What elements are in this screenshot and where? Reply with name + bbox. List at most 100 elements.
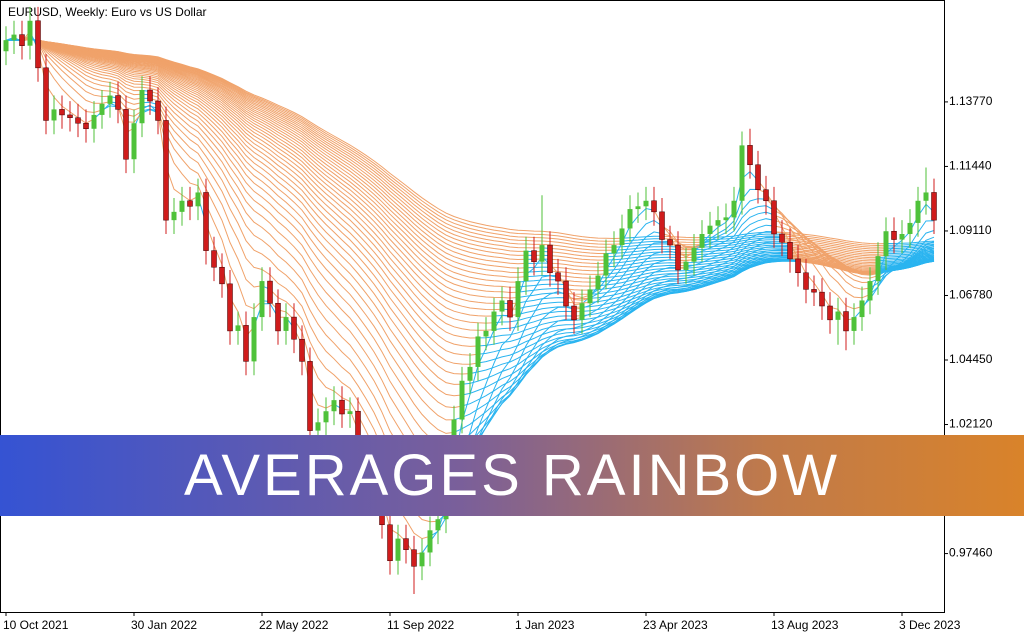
candle-body — [347, 411, 353, 414]
ma-line — [693, 241, 783, 251]
ma-line — [549, 247, 606, 254]
banner: AVERAGES RAINBOW — [0, 435, 1024, 516]
y-tick-label: 1.11440 — [949, 159, 992, 173]
ma-line — [877, 254, 935, 262]
candle-body — [299, 338, 305, 362]
x-tick-label: 30 Jan 2022 — [131, 618, 197, 632]
ma-line — [37, 40, 463, 385]
candle-body — [587, 289, 593, 304]
candle-body — [603, 253, 609, 276]
candle-body — [179, 200, 185, 212]
ma-line — [37, 40, 463, 409]
ma-line — [37, 40, 143, 92]
ma-line — [621, 238, 662, 242]
ma-line — [149, 90, 455, 449]
candle-body — [795, 258, 801, 274]
candle-body — [211, 250, 217, 268]
candle-body — [923, 192, 929, 201]
ma-line — [701, 235, 783, 243]
candle-body — [147, 89, 153, 102]
candle-body — [75, 117, 81, 124]
candle-body — [219, 266, 225, 285]
ma-line — [613, 246, 679, 251]
candle-body — [531, 250, 537, 262]
ma-line — [789, 254, 879, 267]
ma-line — [701, 237, 783, 246]
ma-line — [621, 235, 662, 239]
ma-line — [661, 238, 703, 241]
candle-body — [547, 244, 553, 274]
ma-line — [117, 98, 143, 111]
ma-line — [605, 253, 679, 261]
x-tick-label: 13 Aug 2023 — [771, 618, 839, 632]
chart-title: EURUSD, Weekly: Euro vs US Dollar — [8, 5, 207, 19]
ma-line — [773, 231, 887, 245]
candle-body — [739, 145, 745, 201]
ma-line — [37, 40, 455, 434]
y-tick-label: 1.04450 — [949, 352, 993, 366]
candle-body — [435, 519, 441, 531]
ma-line — [549, 270, 607, 275]
ma-line — [781, 233, 887, 247]
candle-body — [747, 145, 753, 166]
candle-body — [403, 538, 409, 550]
y-tick-label: 0.97460 — [949, 546, 993, 560]
candle-body — [851, 317, 857, 331]
candle-body — [555, 272, 561, 282]
ma-line — [701, 239, 782, 248]
candle-body — [291, 316, 297, 340]
ma-line — [37, 40, 143, 96]
ma-line — [37, 39, 503, 304]
ma-line — [789, 245, 887, 257]
ma-line — [517, 279, 558, 283]
ma-line — [613, 243, 670, 248]
candle-body — [491, 311, 497, 331]
ma-line — [597, 267, 678, 279]
ma-line — [797, 259, 879, 271]
ma-line — [549, 258, 607, 265]
candle-body — [771, 200, 777, 235]
candle-body — [563, 280, 569, 307]
ma-line — [37, 40, 495, 324]
candle-body — [99, 103, 105, 115]
ma-line — [781, 241, 887, 253]
candle-body — [307, 361, 313, 431]
candle-body — [835, 311, 841, 320]
ma-line — [557, 279, 599, 283]
ma-line — [605, 251, 679, 258]
ma-line — [117, 106, 143, 123]
candle-body — [579, 303, 585, 320]
ma-line — [589, 259, 799, 299]
ma-line — [877, 260, 935, 271]
ma-line — [253, 303, 279, 327]
ma-line — [789, 243, 887, 255]
candle-body — [667, 239, 673, 246]
candle-body — [243, 325, 249, 362]
candle-body — [171, 211, 177, 221]
ma-line — [37, 40, 479, 339]
ma-line — [701, 231, 775, 238]
y-tick-label: 1.09110 — [949, 223, 992, 237]
candle-body — [67, 114, 73, 118]
candle-body — [571, 305, 577, 321]
candle-body — [611, 245, 617, 254]
ma-line — [469, 254, 791, 375]
ma-line — [37, 40, 479, 365]
candle-body — [11, 34, 17, 41]
ma-line — [37, 40, 143, 100]
ma-line — [565, 284, 599, 287]
candle-body — [259, 281, 265, 318]
ma-line — [877, 255, 935, 263]
ma-line — [517, 297, 567, 304]
ma-line — [789, 251, 879, 264]
ma-line — [37, 39, 495, 317]
ma-line — [781, 237, 887, 250]
candle-body — [419, 552, 425, 567]
candle-body — [659, 211, 665, 240]
ma-line — [37, 40, 495, 331]
ma-line — [589, 258, 790, 295]
ma-line — [37, 39, 519, 294]
candle-body — [811, 289, 817, 293]
ma-line — [493, 310, 575, 324]
ma-line — [565, 293, 591, 301]
